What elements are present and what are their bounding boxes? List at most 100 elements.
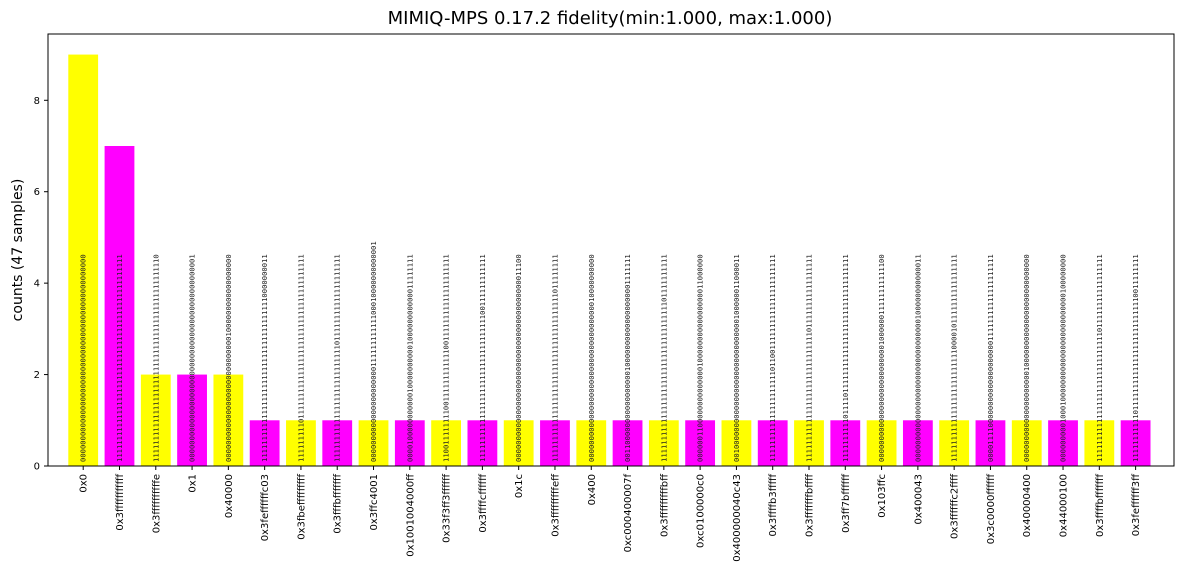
- y-tick-label-2: 4: [34, 279, 40, 290]
- bar-9: [394, 420, 425, 466]
- bitstring-label-1: 1111111111111111111111111111111111111111…: [115, 254, 124, 462]
- bar-22: [866, 420, 897, 466]
- bars-group: [68, 54, 1151, 466]
- bitstring-label-0: 0000000000000000000000000000000000000000…: [79, 254, 88, 462]
- x-tick-label-12: 0x1c: [514, 474, 525, 498]
- x-tick-label-6: 0x3fbefffffffff: [296, 474, 307, 540]
- bar-11: [467, 420, 498, 466]
- bar-6: [286, 420, 316, 466]
- bitstring-label-13: 1111111111111111111111111111111111111110…: [550, 254, 559, 462]
- x-tick-label-11: 0x3ffffcffffff: [478, 473, 489, 533]
- y-tick-label-0: 0: [34, 462, 40, 473]
- x-tick-label-22: 0x103ffc: [877, 474, 888, 518]
- bitstring-label-8: 0000000000000000000000111111111111000100…: [369, 241, 378, 462]
- bitstring-label-27: 0000000001000100000000000000000000000001…: [1059, 254, 1068, 462]
- bitstring-label-28: 1111111111111111111111111111110111111111…: [1095, 254, 1104, 462]
- bitstring-label-11: 1111111111111111111111111111111111001111…: [478, 254, 487, 462]
- bar-13: [540, 420, 570, 466]
- x-tick-label-3: 0x1: [188, 474, 199, 493]
- bitstring-label-12: 0000000000000000000000000000000000000000…: [514, 254, 523, 462]
- bar-20: [794, 420, 824, 466]
- x-tick-label-17: 0xc0100000c0: [696, 474, 707, 548]
- bitstring-label-3: 0000000000000000000000000000000000000000…: [188, 254, 197, 462]
- bar-19: [757, 420, 788, 466]
- y-axis-label: counts (47 samples): [10, 179, 26, 322]
- bar-29: [1120, 420, 1151, 466]
- x-tick-label-5: 0x3feffffffc03: [260, 474, 271, 541]
- bar-15: [612, 420, 643, 466]
- bar-8: [358, 420, 389, 466]
- y-tick-label-3: 6: [34, 187, 40, 198]
- bitstring-label-22: 0000000000000000000000000001000000111111…: [877, 254, 886, 462]
- bitstring-label-29: 1111111111101111111111111111111111111100…: [1131, 254, 1140, 462]
- x-tick-label-28: 0x3ffffbfffffff: [1095, 474, 1106, 537]
- bitstring-label-18: 0010000000000000000000000000000001000000…: [732, 254, 741, 462]
- x-tick-label-8: 0x3ffc4001: [369, 474, 380, 530]
- x-tick-label-9: 0x1001004000ff: [405, 473, 416, 557]
- x-tick-label-7: 0x3fffbfffffff: [333, 474, 344, 534]
- bar-26: [1011, 420, 1042, 466]
- bitstring-label-15: 0011000000000000000001000000000000000000…: [623, 254, 632, 462]
- bitstring-label-16: 1111111111111111111111111111111111111011…: [659, 254, 668, 462]
- bar-5: [249, 420, 280, 466]
- y-tick-label-1: 2: [34, 370, 40, 381]
- chart-title: MIMIQ-MPS 0.17.2 fidelity(min:1.000, max…: [388, 8, 833, 29]
- bitstring-label-17: 0000001100000000000000100000000000000000…: [696, 254, 705, 462]
- bitstring-label-26: 0000000000000000000001000000000000000000…: [1022, 254, 1031, 462]
- bitstring-label-20: 1111111111111111111111111111110111111111…: [805, 254, 814, 462]
- bitstring-label-24: 1111111111111111111111111100001011111111…: [950, 254, 959, 462]
- bitstring-label-9: 0000100000000000100000000001000000000000…: [405, 254, 414, 462]
- x-tick-label-26: 0x40000400: [1022, 474, 1033, 537]
- x-tick-label-21: 0x3ff7bffffff: [841, 473, 852, 533]
- x-tick-label-24: 0x3ffffffc2ffff: [950, 473, 961, 539]
- x-ticks-group: 0x0 0x3fffffffffff 0x3ffffffffffe 0x1 0x4000…: [79, 466, 1142, 562]
- x-tick-label-14: 0x400: [587, 474, 598, 505]
- bitstring-label-4: 0000000000000000000000000000010000000000…: [224, 254, 233, 462]
- bit-labels-group: 0000000000000000000000000000000000000000…: [79, 241, 1140, 462]
- bitstring-label-10: 1100111111110011111111111100111111111111…: [442, 254, 451, 462]
- bar-14: [576, 420, 607, 466]
- bar-28: [1084, 420, 1115, 466]
- bar-17: [685, 420, 716, 466]
- x-tick-label-16: 0x3fffffffffbff: [659, 473, 670, 537]
- bar-7: [322, 420, 353, 466]
- x-tick-label-19: 0x3ffffb3fffff: [768, 474, 779, 537]
- plot-frame: [47, 33, 1175, 467]
- y-ticks-group: 0 2 4 6 8: [34, 96, 48, 473]
- x-tick-label-13: 0x3fffffffffeff: [550, 473, 561, 537]
- bitstring-label-14: 0000000000000000000000000000000000000100…: [587, 254, 596, 462]
- bitstring-label-19: 1111111111111111111110110011111111111111…: [768, 254, 777, 462]
- bar-0: [68, 54, 99, 466]
- bar-12: [503, 420, 534, 466]
- bitstring-label-2: 1111111111111111111111111111111111111111…: [151, 254, 160, 462]
- y-tick-label-4: 8: [34, 96, 40, 107]
- bitstring-label-5: 1111111111111111111111111111111111111100…: [260, 254, 269, 462]
- x-tick-label-15: 0xc000400007f: [623, 474, 634, 553]
- x-tick-label-18: 0x400000040c43: [732, 474, 743, 562]
- bar-27: [1048, 420, 1078, 466]
- x-tick-label-1: 0x3fffffffffff: [115, 474, 126, 531]
- bar-1: [104, 146, 135, 466]
- x-tick-label-2: 0x3ffffffffffe: [151, 474, 162, 533]
- x-tick-label-20: 0x3fffffffbffff: [805, 473, 816, 537]
- bitstring-label-21: 1111111111011110111111111111111111111111…: [841, 254, 850, 462]
- bitstring-label-6: 1111111110111111111111111111111111111111…: [296, 254, 305, 462]
- bar-24: [939, 420, 970, 466]
- x-tick-label-29: 0x3feffffff3ff: [1131, 473, 1142, 536]
- bar-16: [648, 420, 679, 466]
- bar-21: [830, 420, 861, 466]
- x-tick-label-25: 0x3c0000ffffff: [986, 473, 997, 544]
- x-tick-label-4: 0x40000: [224, 474, 235, 518]
- bar-2: [140, 374, 171, 466]
- bitstring-label-7: 1111111111111111111111111110111111111111…: [333, 254, 342, 462]
- bar-23: [902, 420, 933, 466]
- bar-18: [721, 420, 752, 466]
- x-tick-label-0: 0x0: [79, 474, 90, 493]
- bitstring-label-23: 0000000000000000000000000000000001000000…: [913, 254, 922, 462]
- x-tick-label-27: 0x44000100: [1059, 474, 1070, 537]
- bar-3: [177, 374, 207, 466]
- x-tick-label-23: 0x400043: [913, 474, 924, 524]
- x-tick-label-10: 0x33f3ff3ffffff: [442, 473, 453, 543]
